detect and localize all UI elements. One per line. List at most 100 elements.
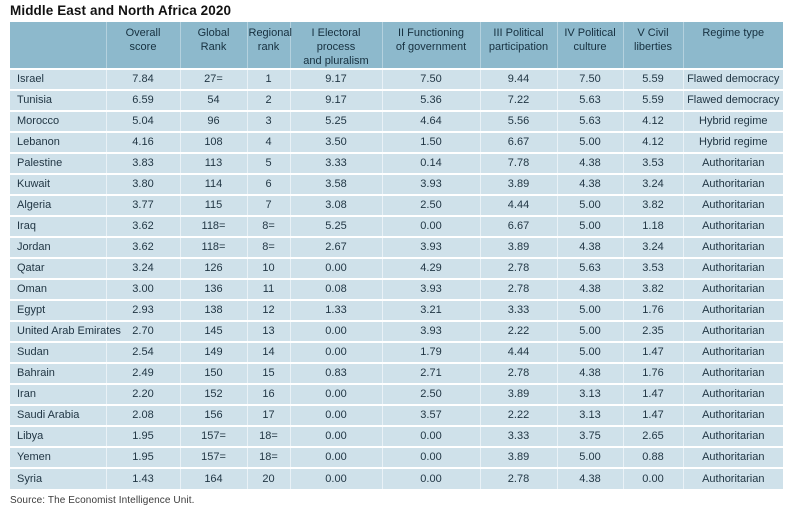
cell-country: Oman — [10, 278, 106, 300]
cell-civil-liberties: 3.24 — [622, 173, 683, 195]
cell-functioning-of-government: 4.29 — [381, 257, 480, 279]
cell-overall-score: 3.62 — [105, 236, 180, 258]
cell-political-culture: 5.00 — [556, 215, 623, 237]
cell-country: Syria — [10, 467, 106, 489]
cell-global-rank: 108 — [179, 131, 247, 153]
cell-political-participation: 6.67 — [479, 131, 557, 153]
cell-overall-score: 4.16 — [105, 131, 180, 153]
cell-regime-type: Authoritarian — [682, 383, 783, 405]
table-row: Sudan 2.54 149 14 0.00 1.79 4.44 5.00 1.47 Author… — [10, 341, 783, 363]
cell-functioning-of-government: 3.21 — [381, 299, 480, 321]
cell-global-rank: 138 — [179, 299, 247, 321]
cell-political-participation: 4.44 — [479, 341, 557, 363]
cell-electoral-process: 2.67 — [289, 236, 382, 258]
cell-political-culture: 4.38 — [556, 278, 623, 300]
cell-overall-score: 3.62 — [105, 215, 180, 237]
cell-political-participation: 2.78 — [479, 362, 557, 384]
cell-functioning-of-government: 3.57 — [381, 404, 480, 426]
table-row: Bahrain 2.49 150 15 0.83 2.71 2.78 4.38 1.76 Auth… — [10, 362, 783, 384]
cell-overall-score: 2.08 — [105, 404, 180, 426]
header-cell-country — [10, 22, 106, 69]
table-row: Oman 3.00 136 11 0.08 3.93 2.78 4.38 3.82 Authori… — [10, 278, 783, 300]
cell-functioning-of-government: 0.00 — [381, 467, 480, 489]
cell-regime-type: Authoritarian — [682, 404, 783, 426]
cell-overall-score: 2.54 — [105, 341, 180, 363]
cell-regional-rank: 1 — [246, 68, 290, 90]
cell-global-rank: 54 — [179, 89, 247, 111]
cell-global-rank: 118= — [179, 215, 247, 237]
table-row: Lebanon 4.16 108 4 3.50 1.50 6.67 5.00 4.12 Hybri… — [10, 131, 783, 153]
cell-overall-score: 2.49 — [105, 362, 180, 384]
cell-overall-score: 2.93 — [105, 299, 180, 321]
cell-civil-liberties: 1.47 — [622, 383, 683, 405]
cell-overall-score: 1.43 — [105, 467, 180, 489]
cell-functioning-of-government: 0.00 — [381, 446, 480, 468]
cell-political-culture: 5.00 — [556, 320, 623, 342]
cell-political-participation: 5.56 — [479, 110, 557, 132]
table-row: Jordan 3.62 118= 8= 2.67 3.93 3.89 4.38 3.24 Auth… — [10, 236, 783, 258]
cell-global-rank: 126 — [179, 257, 247, 279]
cell-regime-type: Authoritarian — [682, 152, 783, 174]
cell-functioning-of-government: 3.93 — [381, 236, 480, 258]
cell-overall-score: 5.04 — [105, 110, 180, 132]
cell-political-culture: 4.38 — [556, 236, 623, 258]
cell-regional-rank: 18= — [246, 446, 290, 468]
table-row: Algeria 3.77 115 7 3.08 2.50 4.44 5.00 3.82 Autho… — [10, 194, 783, 216]
cell-functioning-of-government: 0.00 — [381, 215, 480, 237]
cell-regime-type: Authoritarian — [682, 173, 783, 195]
cell-political-participation: 2.78 — [479, 278, 557, 300]
cell-electoral-process: 0.00 — [289, 383, 382, 405]
cell-regime-type: Authoritarian — [682, 236, 783, 258]
cell-political-participation: 3.89 — [479, 446, 557, 468]
cell-regime-type: Authoritarian — [682, 215, 783, 237]
cell-global-rank: 96 — [179, 110, 247, 132]
cell-regime-type: Flawed democracy — [682, 89, 783, 111]
cell-overall-score: 2.70 — [105, 320, 180, 342]
cell-regional-rank: 13 — [246, 320, 290, 342]
header-cell-political-culture: IV Political culture — [556, 22, 623, 69]
cell-overall-score: 2.20 — [105, 383, 180, 405]
cell-civil-liberties: 5.59 — [622, 89, 683, 111]
cell-global-rank: 118= — [179, 236, 247, 258]
cell-overall-score: 7.84 — [105, 68, 180, 90]
cell-civil-liberties: 2.65 — [622, 425, 683, 447]
cell-regional-rank: 4 — [246, 131, 290, 153]
table-row: Saudi Arabia 2.08 156 17 0.00 3.57 2.22 3.13 1.4… — [10, 404, 783, 426]
cell-global-rank: 149 — [179, 341, 247, 363]
cell-regional-rank: 7 — [246, 194, 290, 216]
cell-functioning-of-government: 3.93 — [381, 278, 480, 300]
cell-civil-liberties: 0.00 — [622, 467, 683, 489]
cell-civil-liberties: 5.59 — [622, 68, 683, 90]
cell-electoral-process: 0.00 — [289, 257, 382, 279]
cell-regime-type: Hybrid regime — [682, 110, 783, 132]
cell-regional-rank: 10 — [246, 257, 290, 279]
cell-political-participation: 2.78 — [479, 467, 557, 489]
cell-country: Yemen — [10, 446, 106, 468]
cell-electoral-process: 0.83 — [289, 362, 382, 384]
cell-functioning-of-government: 7.50 — [381, 68, 480, 90]
cell-regional-rank: 12 — [246, 299, 290, 321]
cell-electoral-process: 9.17 — [289, 89, 382, 111]
table-row: Libya 1.95 157= 18= 0.00 0.00 3.33 3.75 2.65 Auth… — [10, 425, 783, 447]
cell-regime-type: Flawed democracy — [682, 68, 783, 90]
cell-functioning-of-government: 2.71 — [381, 362, 480, 384]
cell-regional-rank: 5 — [246, 152, 290, 174]
cell-regime-type: Hybrid regime — [682, 131, 783, 153]
table-row: Qatar 3.24 126 10 0.00 4.29 2.78 5.63 3.53 Author… — [10, 257, 783, 279]
cell-political-participation: 2.78 — [479, 257, 557, 279]
table-row: Kuwait 3.80 114 6 3.58 3.93 3.89 4.38 3.24 Author… — [10, 173, 783, 195]
cell-civil-liberties: 4.12 — [622, 131, 683, 153]
cell-overall-score: 3.00 — [105, 278, 180, 300]
cell-regional-rank: 20 — [246, 467, 290, 489]
cell-civil-liberties: 3.82 — [622, 278, 683, 300]
cell-political-participation: 6.67 — [479, 215, 557, 237]
cell-functioning-of-government: 1.50 — [381, 131, 480, 153]
cell-global-rank: 136 — [179, 278, 247, 300]
cell-political-culture: 5.63 — [556, 89, 623, 111]
cell-country: Iran — [10, 383, 106, 405]
cell-country: Saudi Arabia — [10, 404, 106, 426]
cell-political-participation: 7.78 — [479, 152, 557, 174]
cell-political-culture: 5.00 — [556, 194, 623, 216]
cell-electoral-process: 5.25 — [289, 215, 382, 237]
table-row: Yemen 1.95 157= 18= 0.00 0.00 3.89 5.00 0.88 Auth… — [10, 446, 783, 468]
